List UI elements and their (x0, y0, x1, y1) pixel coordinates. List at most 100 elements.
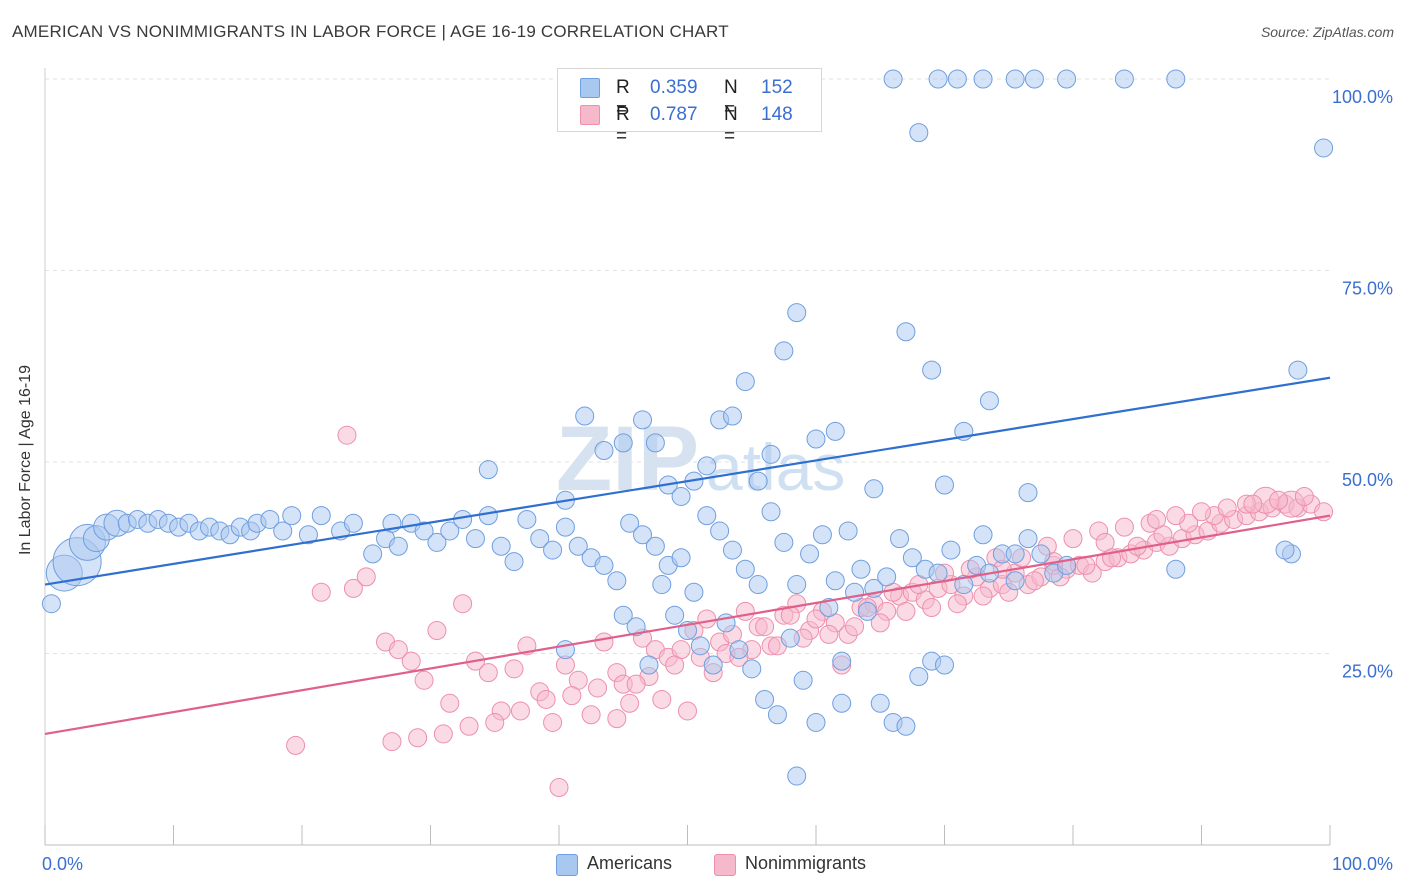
americans-point (575, 406, 595, 426)
americans-point (620, 513, 640, 533)
americans-point (761, 444, 781, 464)
americans-point (825, 571, 845, 591)
americans-point (343, 513, 363, 533)
americans-swatch (580, 78, 600, 98)
americans-point (282, 506, 302, 526)
nonimmigrants-point (1269, 490, 1289, 510)
nonimmigrants-point (1024, 571, 1044, 591)
americans-point (755, 689, 775, 709)
nonimmigrants-point (1217, 498, 1237, 518)
americans-point (774, 532, 794, 552)
americans-point (838, 521, 858, 541)
americans-point (896, 716, 916, 736)
nonimmigrants-point (652, 689, 672, 709)
americans-point (633, 525, 653, 545)
nonimmigrants-point (755, 617, 775, 637)
americans-point (909, 666, 929, 686)
americans-point (41, 594, 61, 614)
legend-n-value: 148 (761, 104, 793, 125)
americans-point (748, 575, 768, 595)
americans-point (363, 544, 383, 564)
americans-point (555, 517, 575, 537)
americans-point (825, 421, 845, 441)
americans-point (819, 598, 839, 618)
y-tick-label: 100.0% (1332, 87, 1393, 107)
americans-point (780, 628, 800, 648)
americans-point (671, 486, 691, 506)
nonimmigrants-swatch (580, 105, 600, 125)
nonimmigrants-point (697, 609, 717, 629)
americans-point (1005, 544, 1025, 564)
americans-point (870, 693, 890, 713)
nonimmigrants-point (896, 601, 916, 621)
americans-point (1166, 69, 1186, 89)
americans-point (626, 617, 646, 637)
axes (44, 68, 1331, 846)
americans-point (979, 391, 999, 411)
americans-point (748, 471, 768, 491)
americans-point (530, 529, 550, 549)
americans-point (935, 475, 954, 495)
americans-point (909, 123, 929, 143)
americans-point (440, 521, 460, 541)
americans-point (890, 529, 910, 549)
americans-point (774, 341, 794, 361)
y-tick-label: 75.0% (1342, 279, 1393, 299)
nonimmigrants-point (947, 594, 967, 614)
americans-point (633, 410, 653, 430)
nonimmigrants-point (543, 712, 563, 732)
americans-point (465, 529, 485, 549)
nonimmigrants-point (562, 686, 582, 706)
nonimmigrants-point (1063, 529, 1083, 549)
y-tick-label: 25.0% (1342, 662, 1393, 682)
americans-point (902, 548, 922, 568)
nonimmigrants-point (536, 689, 556, 709)
americans-point (645, 536, 665, 556)
legend-r-label: R = (616, 104, 630, 147)
nonimmigrants-point (588, 678, 608, 698)
nonimmigrants-point (1166, 506, 1186, 526)
x-tick-label-max: 100.0% (1332, 854, 1393, 874)
legend-n-label: N = (724, 104, 738, 147)
nonimmigrants-point (1294, 486, 1314, 506)
nonimmigrants-point (1147, 509, 1167, 529)
stats-legend: R = 0.359 N = 152 R = 0.787 N = 148 (557, 68, 822, 147)
americans-point (1031, 544, 1051, 564)
source-label: Source: ZipAtlas.com (1260, 24, 1394, 40)
americans-point (1024, 69, 1044, 89)
americans-point (787, 766, 807, 786)
americans-point (710, 521, 730, 541)
nonimmigrants-point (356, 567, 376, 587)
americans-point (311, 506, 331, 526)
nonimmigrants-point (453, 594, 473, 614)
nonimmigrants-point (735, 601, 755, 621)
americans-point (742, 659, 762, 679)
nonimmigrants-point (549, 778, 569, 798)
nonimmigrants-point (510, 701, 530, 721)
americans-point (806, 712, 826, 732)
nonimmigrants-point (973, 586, 993, 606)
americans-point (517, 509, 537, 529)
americans-point (414, 521, 434, 541)
americans-point (652, 575, 672, 595)
americans-point (896, 322, 916, 342)
americans-point (690, 636, 710, 656)
nonimmigrants-point (665, 655, 685, 675)
nonimmigrants-legend-swatch (714, 854, 736, 876)
americans-point (594, 441, 614, 461)
americans-point (568, 536, 588, 556)
nonimmigrants-point (607, 709, 627, 729)
legend-r-label: R = (616, 77, 630, 120)
nonimmigrants-point (581, 705, 601, 725)
americans-point (594, 555, 614, 575)
americans-point (697, 456, 717, 476)
americans-point (941, 540, 961, 560)
nonimmigrants-legend-label: Nonimmigrants (745, 853, 867, 873)
nonimmigrants-point (343, 578, 363, 598)
americans-point (722, 540, 742, 560)
americans-point (793, 670, 813, 690)
americans-point (1018, 483, 1038, 503)
americans-point (1288, 360, 1308, 380)
americans-point (883, 69, 903, 89)
